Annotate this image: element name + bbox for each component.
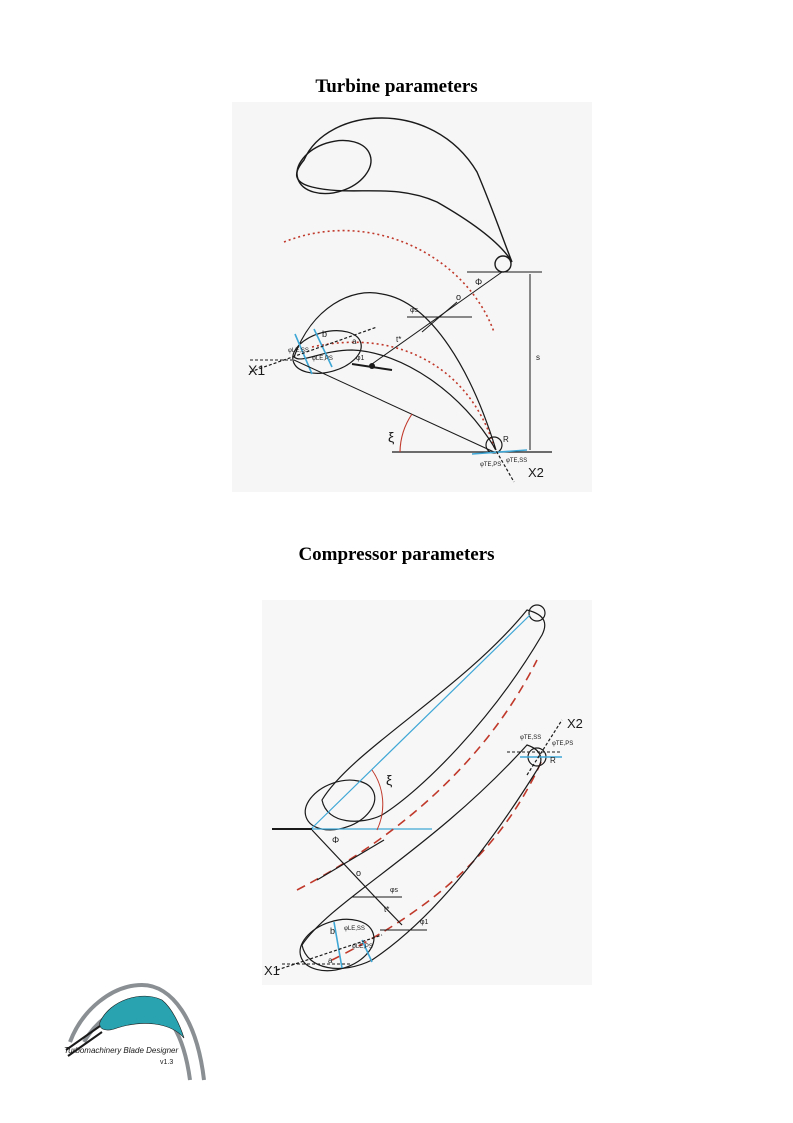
turbine-xi-arc: [399, 413, 413, 453]
compressor-upper-leading-edge-ellipse: [304, 779, 376, 831]
compressor-label-r: R: [550, 756, 556, 765]
compressor-label-phi-le-ps: φLE,PS: [352, 944, 373, 950]
turbine-label-phi-te-ss: φTE,SS: [506, 458, 527, 464]
compressor-lower-leading-edge-ellipse: [299, 918, 375, 972]
compressor-le-blue-marker-right: [361, 939, 373, 963]
turbine-label-x2: X2: [528, 465, 544, 480]
turbine-label-x1: X1: [248, 362, 265, 378]
turbine-background: [232, 102, 592, 492]
compressor-label-x2: X2: [567, 716, 583, 731]
turbine-upper-blade-leading-edge-ellipse: [296, 139, 372, 195]
turbine-label-r: R: [503, 435, 509, 444]
logo-version: v1.3: [160, 1059, 173, 1066]
turbine-phi-s-tangent: [421, 301, 458, 333]
compressor-diagram: ξ Φ o φs t* φ1 b a φLE,SS φLE,PS X1 X2 R…: [262, 600, 592, 985]
compressor-camber-line-upper: [296, 659, 538, 891]
compressor-label-b: b: [330, 926, 335, 936]
compressor-upper-blade: [321, 609, 546, 822]
turbine-label-s: s: [536, 353, 540, 362]
turbine-chord-line: [293, 359, 495, 453]
turbine-label-phi-s: φs: [410, 307, 419, 314]
compressor-label-x1: X1: [264, 963, 280, 978]
turbine-x2-axis: [493, 446, 515, 483]
turbine-camber-line-upper: [283, 229, 495, 333]
compressor-label-phi-upper: Φ: [332, 835, 339, 845]
logo-title: Turbomachinery Blade Designer: [64, 1046, 178, 1055]
turbine-throat-point: [369, 363, 375, 369]
turbine-diagram: Φ o φs b a φLE,SS φLE,PS X1 t* φ1 s ξ R …: [232, 102, 592, 492]
compressor-o-tangent: [316, 839, 385, 881]
turbine-camber-line-lower: [311, 341, 495, 448]
compressor-label-phi-te-ps: φTE,PS: [552, 741, 573, 747]
compressor-label-phi-le-ss: φLE,SS: [344, 926, 365, 932]
turbine-label-phi-le-ps: φLE,PS: [312, 356, 333, 362]
logo-stroke-2: [67, 1031, 103, 1057]
turbine-label-phi-te-ps: φTE,PS: [480, 462, 501, 468]
compressor-title: Compressor parameters: [298, 544, 495, 565]
compressor-label-xi: ξ: [386, 772, 392, 788]
turbine-upper-blade: [296, 117, 513, 263]
compressor-upper-chord-line: [309, 614, 531, 831]
compressor-t-star-line: [374, 896, 403, 926]
compressor-label-phi-te-ss: φTE,SS: [520, 735, 541, 741]
turbine-label-b: b: [322, 329, 327, 339]
turbomachinery-blade-designer-logo: Turbomachinery Blade Designer v1.3: [64, 982, 206, 1081]
compressor-label-phi-1: φ1: [420, 919, 429, 926]
compressor-upper-trailing-edge-circle: [528, 604, 546, 622]
turbine-leading-edge-ellipse: [292, 330, 362, 374]
turbine-label-o: o: [456, 292, 461, 302]
compressor-label-o: o: [356, 868, 361, 878]
logo-outer-arc: [68, 982, 206, 1081]
turbine-x1-axis: [249, 326, 378, 373]
turbine-label-a: a: [352, 337, 357, 346]
turbine-throat-line: [371, 271, 503, 365]
compressor-x1-axis: [276, 934, 383, 971]
turbine-le-blue-marker-right: [313, 328, 333, 368]
turbine-label-phi-upper: Φ: [475, 277, 482, 287]
compressor-camber-line-lower: [331, 759, 543, 961]
compressor-label-a: a: [328, 956, 333, 965]
compressor-lower-blade: [301, 744, 542, 969]
compressor-label-t-star: t*: [384, 905, 389, 914]
logo-stroke-1: [65, 1025, 101, 1051]
compressor-xi-arc: [371, 769, 384, 831]
turbine-label-phi-le-ss: φLE,SS: [288, 348, 309, 354]
compressor-x2-axis: [526, 719, 563, 776]
compressor-background: [262, 600, 592, 985]
turbine-label-xi: ξ: [388, 429, 394, 445]
turbine-te-blue-marker: [471, 449, 528, 455]
logo-blade-shape: [99, 995, 185, 1039]
compressor-le-blue-marker: [333, 921, 343, 969]
turbine-lower-blade: [293, 292, 497, 451]
compressor-label-phi-s: φs: [390, 887, 399, 894]
turbine-label-t-star: t*: [396, 335, 401, 344]
turbine-label-phi-1: φ1: [356, 355, 365, 362]
turbine-title: Turbine parameters: [315, 76, 478, 97]
